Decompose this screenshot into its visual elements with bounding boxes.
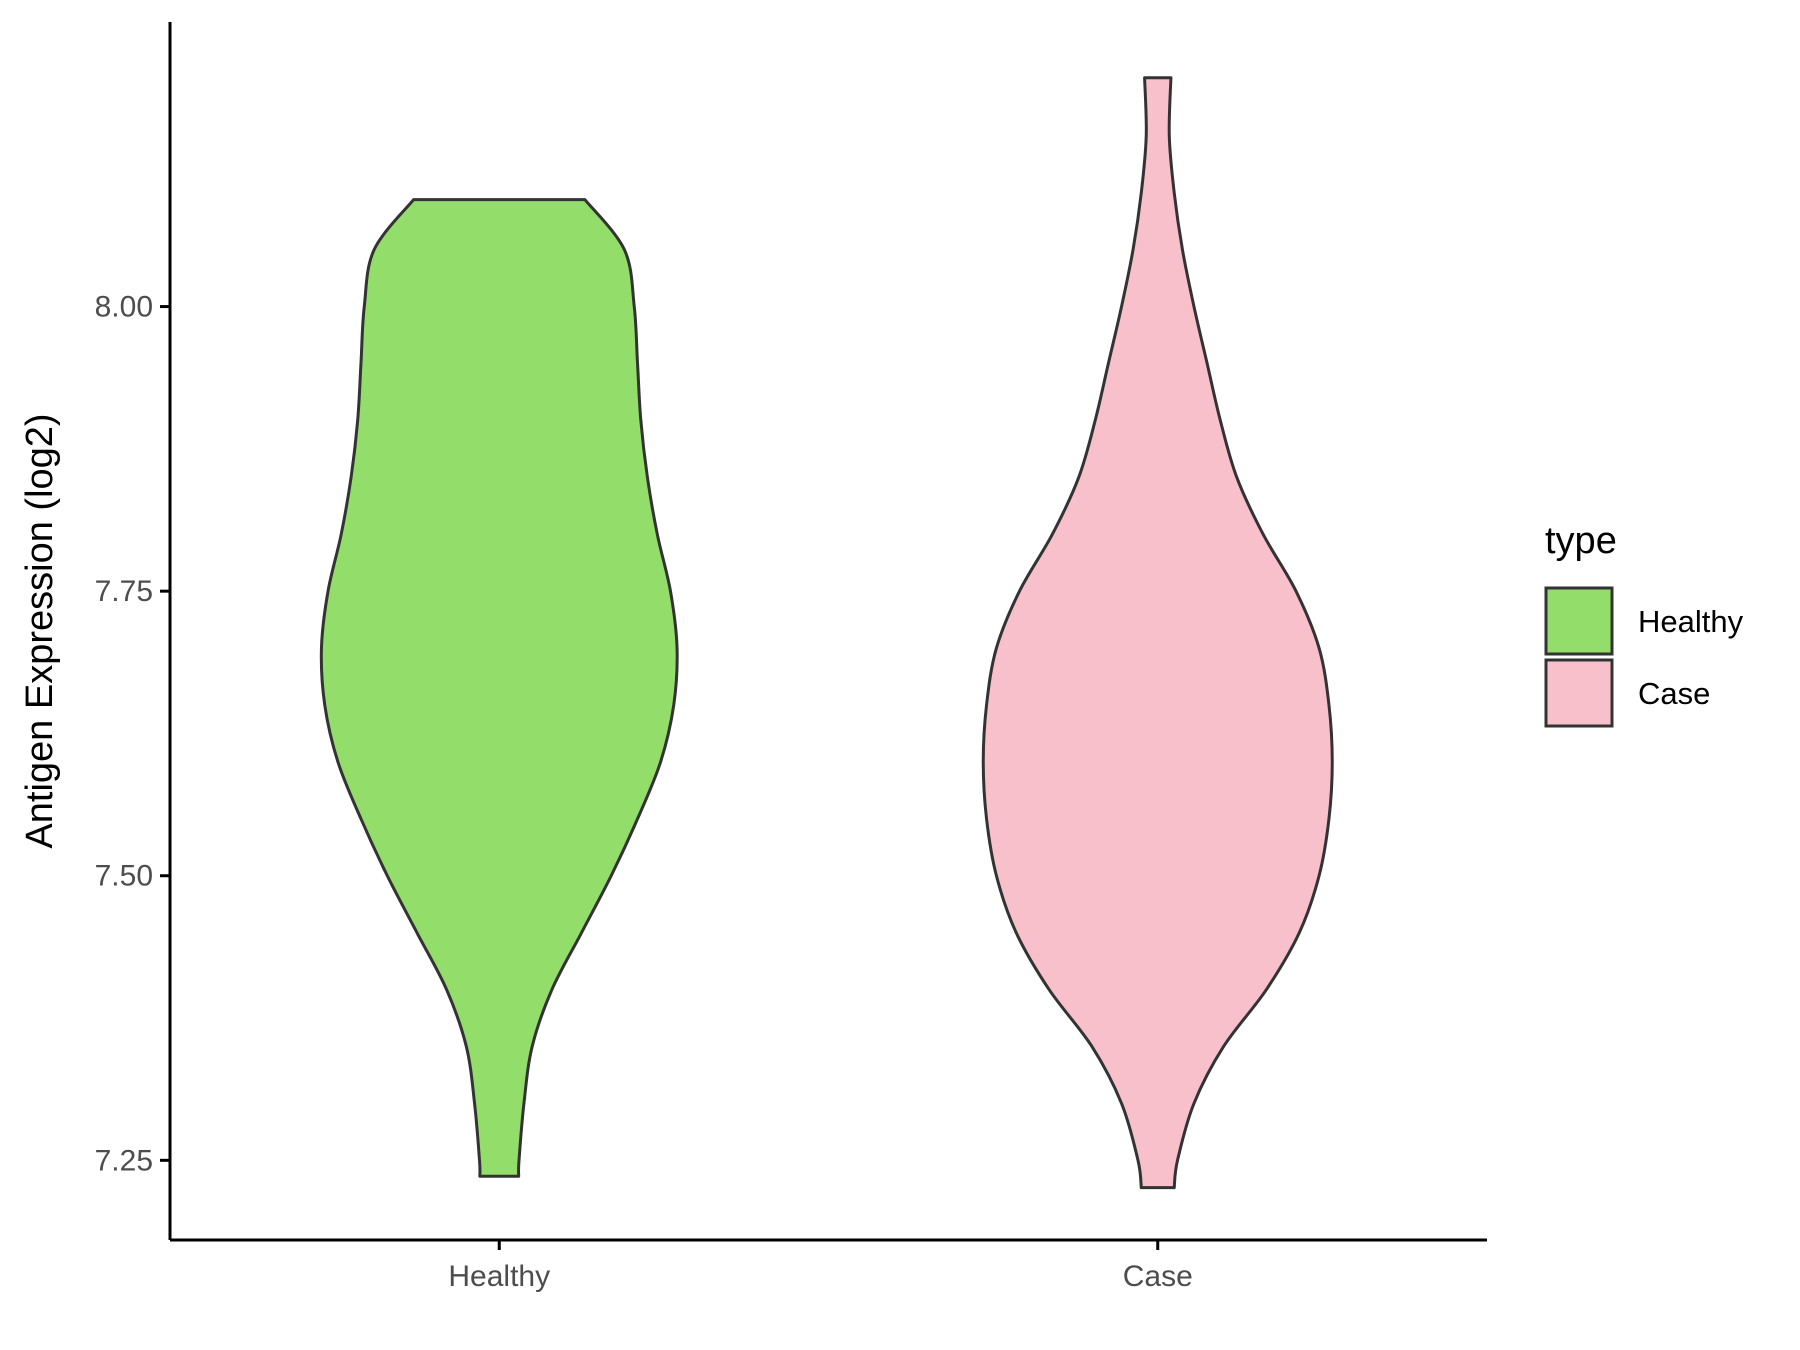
legend: type Healthy Case <box>1544 520 1744 728</box>
y-tick-label: 7.25 <box>95 1144 153 1177</box>
legend-label-healthy: Healthy <box>1638 604 1744 639</box>
legend-key-case <box>1544 658 1614 728</box>
y-tick-label: 7.75 <box>95 575 153 608</box>
violin-healthy <box>319 198 679 1178</box>
y-tick-label: 8.00 <box>95 291 153 324</box>
legend-key-healthy <box>1544 586 1614 656</box>
y-axis-title: Antigen Expression (log2) <box>19 413 61 848</box>
legend-items: Healthy Case <box>1544 586 1744 728</box>
x-tick-label: Healthy <box>448 1260 550 1293</box>
y-tick-label: 7.50 <box>95 860 153 893</box>
y-axis-ticks: 7.25 7.50 7.75 8.00 <box>95 291 170 1177</box>
legend-label-case: Case <box>1638 676 1710 711</box>
violin-layer <box>319 76 1334 1190</box>
x-axis-ticks: Healthy Case <box>448 1240 1193 1293</box>
x-tick-label: Case <box>1123 1260 1193 1293</box>
legend-title: type <box>1545 520 1617 562</box>
violin-case <box>981 76 1334 1190</box>
